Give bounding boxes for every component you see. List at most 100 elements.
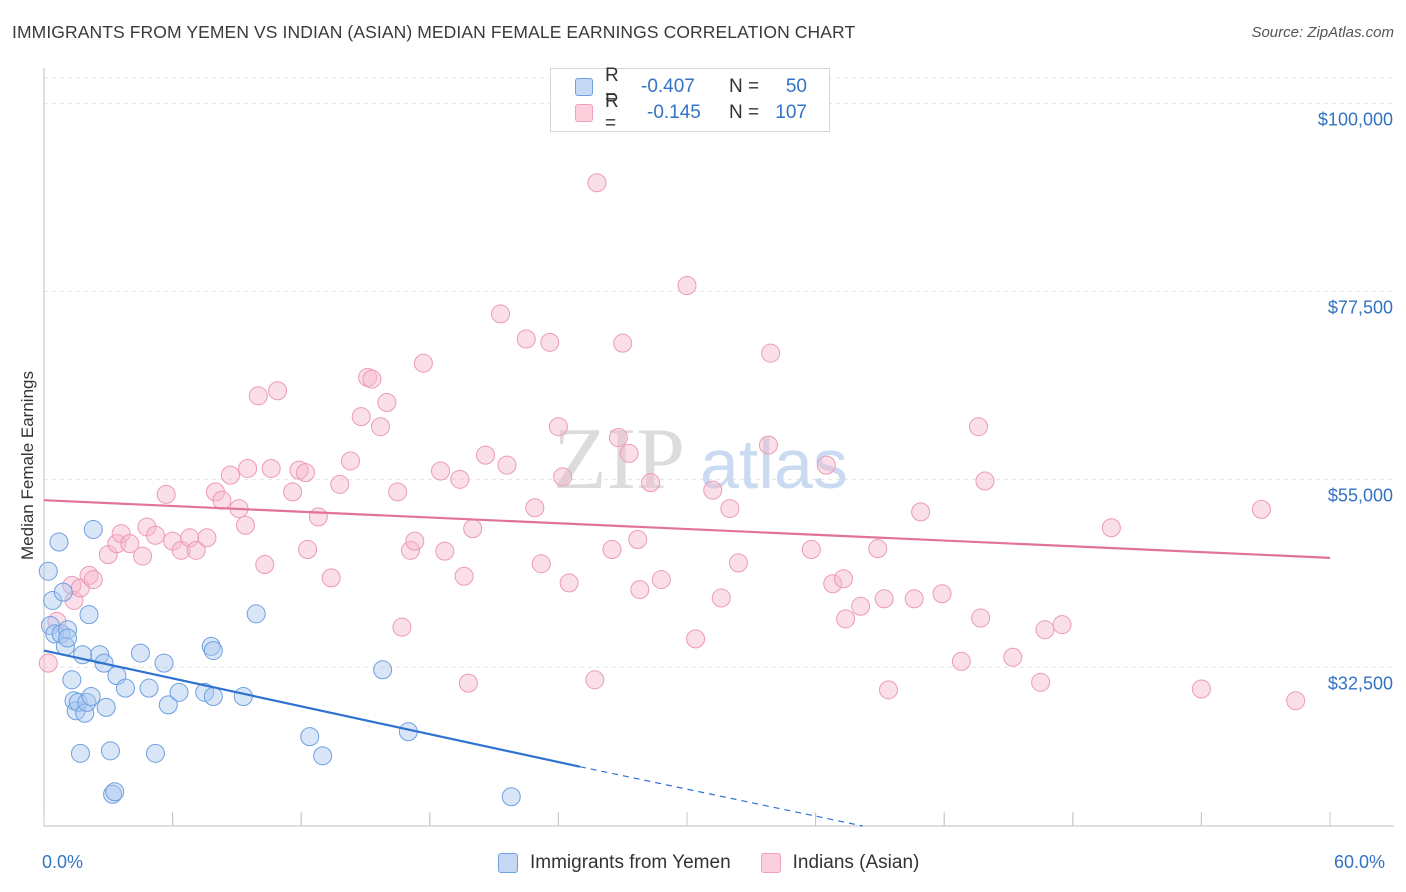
legend-label-indian: Indians (Asian) (792, 852, 920, 873)
indian-point (491, 304, 511, 324)
x-tick-label-max: 60.0% (1334, 852, 1386, 872)
yemen-point (501, 787, 521, 807)
indian-point (351, 407, 371, 427)
indian-point (268, 381, 288, 401)
indian-swatch (575, 104, 593, 122)
indian-point (585, 670, 605, 690)
legend-r-value: -0.407 (641, 76, 695, 97)
yemen-point (81, 687, 101, 707)
indian-point (641, 473, 661, 493)
indian-point (83, 570, 103, 590)
yemen-point (45, 624, 65, 644)
yemen-point (115, 678, 135, 698)
indian-trendline (43, 499, 1331, 559)
indian-point (1035, 620, 1055, 640)
indian-point (553, 467, 573, 487)
indian-point (531, 554, 551, 574)
correlation-legend: R = -0.407 N = 50 R = -0.145 N = 107 (550, 65, 830, 134)
indian-point (720, 499, 740, 519)
indian-point (677, 276, 697, 296)
indian-point (608, 428, 628, 448)
indian-point (180, 528, 200, 548)
yemen-point (100, 741, 120, 761)
indian-point (392, 617, 412, 637)
indian-point (851, 596, 871, 616)
indian-point (1003, 647, 1023, 667)
yemen-trendline (43, 649, 581, 768)
legend-r-label: R = (605, 91, 619, 134)
yemen-point (300, 727, 320, 747)
indian-point (911, 502, 931, 522)
yemen-point (105, 782, 125, 802)
indian-point (248, 386, 268, 406)
indian-point (968, 417, 988, 437)
indian-point (628, 529, 648, 549)
indian-point (816, 455, 836, 475)
y-tick-label: $77,500 (1328, 297, 1393, 317)
yemen-swatch (498, 853, 518, 873)
indian-point (728, 553, 748, 573)
series-legend: Immigrants from Yemen Indians (Asian) (498, 852, 949, 874)
indian-point (587, 173, 607, 193)
indian-point (120, 534, 140, 554)
indian-point (1191, 679, 1211, 699)
indian-point (450, 469, 470, 489)
yemen-point (154, 653, 174, 673)
legend-item-yemen[interactable]: Immigrants from Yemen (498, 852, 731, 874)
indian-point (833, 569, 853, 589)
yemen-point (49, 532, 69, 552)
indian-point (261, 458, 281, 478)
indian-point (758, 435, 778, 455)
indian-point (951, 651, 971, 671)
indian-point (298, 539, 318, 559)
source-label: Source: ZipAtlas.com (1251, 24, 1394, 41)
indian-point (388, 482, 408, 502)
indian-point (454, 566, 474, 586)
yemen-point (130, 643, 150, 663)
yemen-point (70, 743, 90, 763)
indian-point (1031, 672, 1051, 692)
indian-point (212, 490, 232, 510)
indian-point (330, 474, 350, 494)
indian-point (1101, 518, 1121, 538)
indian-point (186, 540, 206, 560)
yemen-point (103, 784, 123, 804)
indian-point (971, 608, 991, 628)
indian-point (156, 484, 176, 504)
yemen-point (195, 682, 215, 702)
yemen-point (158, 695, 178, 715)
legend-item-indian[interactable]: Indians (Asian) (760, 852, 920, 874)
yemen-point (62, 670, 82, 690)
yemen-point (373, 660, 393, 680)
indian-point (362, 369, 382, 389)
indian-point (836, 609, 856, 629)
yemen-point (83, 519, 103, 539)
yemen-trendline-extension (579, 766, 863, 827)
indian-point (401, 540, 421, 560)
indian-point (38, 653, 58, 673)
indian-point (295, 463, 315, 483)
indian-point (1251, 499, 1271, 519)
indian-point (975, 471, 995, 491)
indian-point (904, 589, 924, 609)
axes (43, 68, 1394, 827)
indian-point (435, 541, 455, 561)
indian-swatch (760, 853, 781, 873)
yemen-point (233, 687, 253, 707)
zipatlas-watermark: ZIP atlas (553, 411, 848, 508)
indian-point (255, 555, 275, 575)
indian-point (878, 680, 898, 700)
indian-point (874, 589, 894, 609)
indian-point (197, 528, 217, 548)
indian-point (619, 443, 639, 463)
gridlines (44, 77, 1394, 668)
legend-n-label: N = (729, 76, 760, 97)
indian-point (703, 480, 723, 500)
legend-n-value: 107 (775, 102, 807, 123)
indian-point (431, 461, 451, 481)
indian-point (308, 507, 328, 527)
indian-point (651, 570, 671, 590)
yemen-point (169, 682, 189, 702)
yemen-point (203, 641, 223, 661)
